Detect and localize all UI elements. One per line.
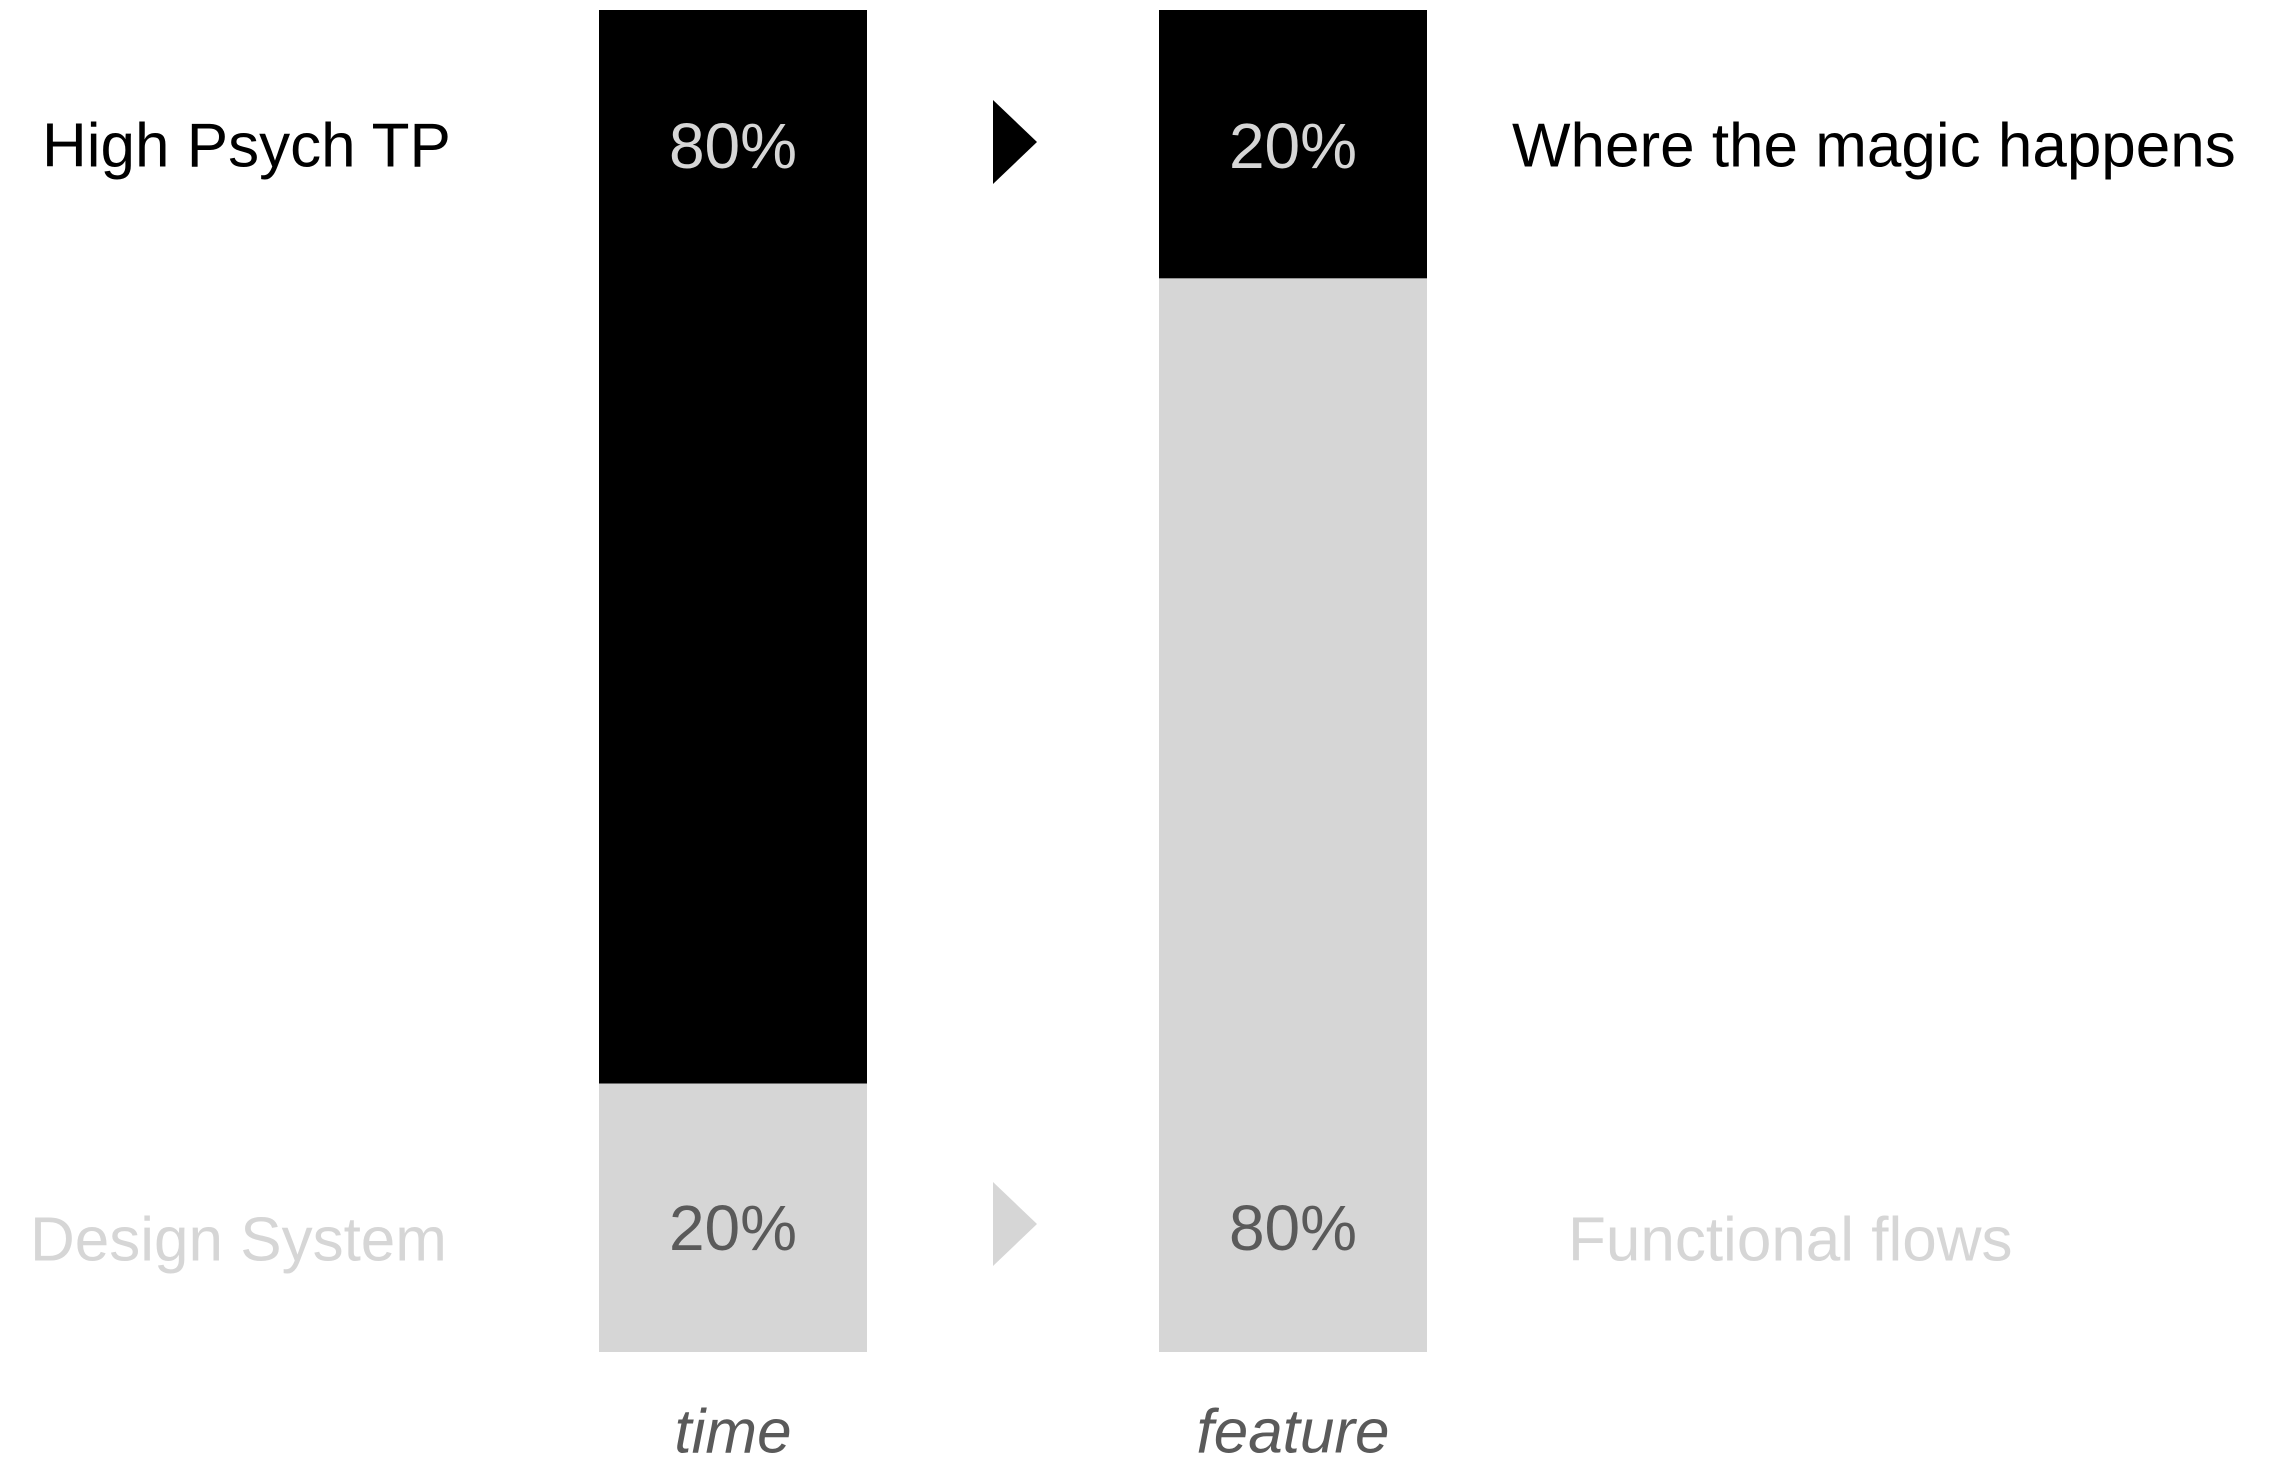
data-label-feature-top: 20% — [1229, 110, 1357, 182]
category-label-time: time — [674, 1398, 791, 1467]
top-triangle-right-icon — [993, 100, 1037, 184]
bottom-triangle-right-icon — [993, 1182, 1037, 1266]
bar-segment-feature-top — [1159, 10, 1427, 279]
row-label-left-bottom: Design System — [30, 1206, 447, 1275]
bar-segment-time-bottom — [599, 1083, 867, 1352]
bar-segment-feature-bottom — [1159, 278, 1427, 1352]
row-label-right-top: Where the magic happens — [1512, 112, 2236, 181]
data-label-feature-bottom: 80% — [1229, 1192, 1357, 1264]
data-label-time-top: 80% — [669, 110, 797, 182]
row-label-left-top: High Psych TP — [42, 112, 451, 181]
row-label-right-bottom: Functional flows — [1568, 1206, 2013, 1275]
category-label-feature: feature — [1196, 1398, 1389, 1467]
bar-segment-time-top — [599, 10, 867, 1084]
data-label-time-bottom: 20% — [669, 1192, 797, 1264]
